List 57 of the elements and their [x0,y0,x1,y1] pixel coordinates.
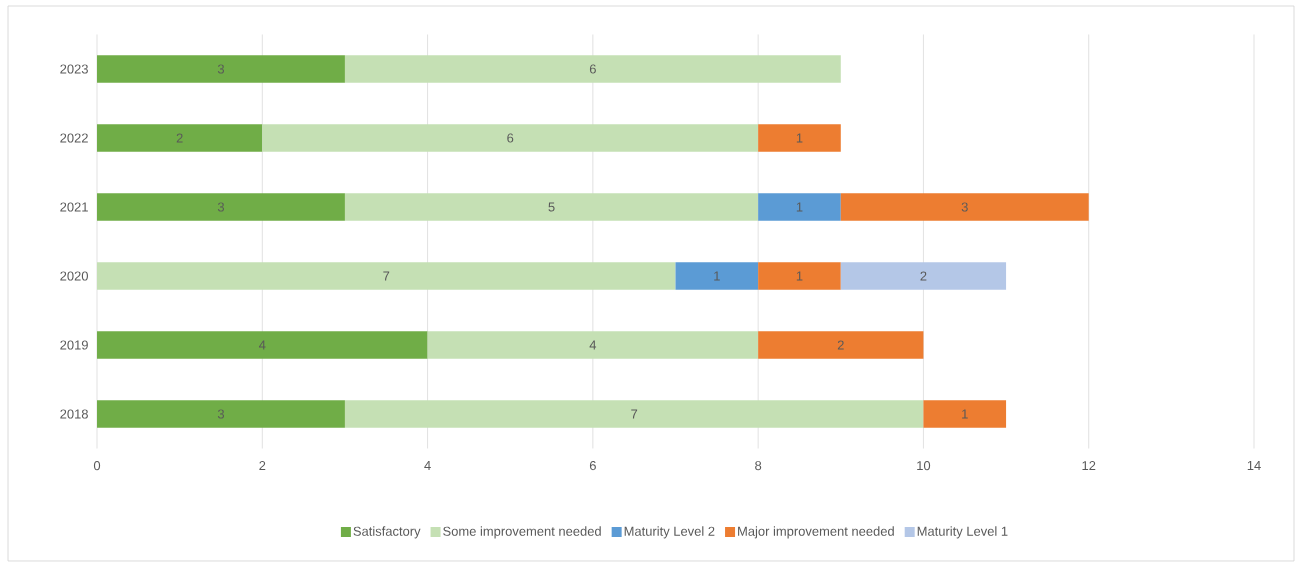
x-tick-label: 8 [755,461,762,471]
x-tick-label: 12 [1082,461,1096,471]
bar [758,262,841,290]
data-label: 1 [962,409,968,419]
bar [344,55,841,83]
data-label: 1 [796,202,803,212]
bar [758,124,841,152]
bar [97,400,345,428]
bar [427,331,759,359]
bar [840,193,1089,221]
bar [758,331,924,359]
bar [97,331,428,359]
x-tick-label: 0 [93,461,101,471]
legend-label: Maturity Level 2 [624,526,715,539]
bar [97,55,345,83]
y-tick-label: 2019 [60,340,88,350]
data-label: 1 [714,271,720,281]
data-label: 6 [589,64,596,74]
x-tick-label: 14 [1247,461,1261,470]
bar [97,124,263,152]
bar [840,262,1007,290]
data-label: 1 [796,133,803,143]
data-label: 1 [796,271,803,281]
y-tick-label: 2018 [60,409,88,419]
bar [344,193,759,221]
y-tick-label: 2021 [60,202,88,212]
data-label: 3 [217,409,225,419]
data-label: 2 [176,133,183,143]
bar [675,262,759,290]
data-label: 3 [217,64,225,74]
y-tick-label: 2022 [60,133,88,143]
data-label: 6 [507,133,514,143]
bar [97,262,676,290]
legend-label: Satisfactory [353,526,421,539]
y-tick-label: 2023 [60,64,88,74]
data-label: 5 [548,202,555,212]
data-label: 2 [837,340,844,350]
bar [344,400,924,428]
data-label: 7 [383,271,390,281]
data-label: 3 [961,202,968,212]
bar [97,193,345,221]
x-tick-label: 4 [424,461,431,470]
bar [262,124,759,152]
legend-label: Major improvement needed [738,526,894,539]
data-label: 2 [920,271,927,281]
bar [758,193,841,221]
x-tick-label: 2 [259,461,266,471]
data-label: 3 [217,202,225,212]
bar [923,400,1007,428]
y-tick-label: 2020 [60,271,88,281]
x-tick-label: 6 [589,461,596,471]
legend-label: Some improvement needed [443,526,601,539]
legend-label: Maturity Level 1 [917,526,1008,539]
data-label: 4 [258,340,266,350]
data-label: 4 [589,340,597,350]
data-label: 7 [631,409,638,419]
x-tick-label: 10 [917,461,931,471]
